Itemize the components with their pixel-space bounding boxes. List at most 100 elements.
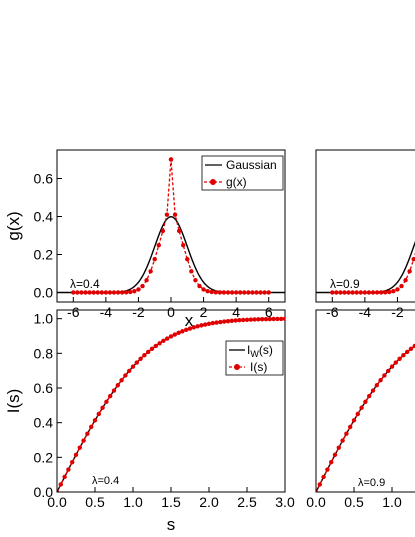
data-point-g-right-6	[354, 290, 359, 295]
data-point-I-left-15	[111, 388, 117, 393]
data-point-g-left-16	[136, 287, 141, 292]
x-tick-label-g-left-6: 6	[265, 304, 273, 320]
y-tick-label-I-left-2: 0.4	[34, 415, 54, 431]
data-point-I-right-5	[332, 452, 338, 458]
x-axis-label-g: x	[185, 311, 194, 330]
x-tick-label-g-left-1: -4	[100, 304, 113, 320]
data-point-I-left-60	[282, 316, 285, 322]
data-point-I-left-11	[96, 411, 102, 417]
y-tick-label-g-left-2: 0.4	[34, 209, 54, 225]
legend-marker-is	[234, 364, 240, 370]
legend-label-iw-rest: (s)	[259, 343, 273, 357]
data-point-I-left-54	[260, 317, 265, 322]
data-point-g-left-6	[95, 290, 100, 295]
data-point-g-left-39	[225, 290, 231, 295]
data-point-I-right-11	[355, 411, 360, 417]
legend-box-g	[201, 155, 284, 191]
x-tick-label-I-right-1: 0.5	[344, 494, 364, 510]
data-point-I-left-45	[225, 318, 231, 324]
data-point-I-right-19	[386, 368, 391, 374]
plot-area-I-right	[316, 343, 415, 492]
data-point-g-right-16	[395, 287, 400, 292]
data-point-I-left-50	[244, 317, 250, 322]
data-point-I-right-6	[336, 445, 341, 450]
x-tick-label-I-left-2: 1.0	[123, 494, 143, 510]
data-point-I-left-42	[214, 320, 219, 325]
x-tick-label-I-left-1: 0.5	[85, 494, 105, 510]
y-tick-label-I-left-5: 1.0	[34, 311, 54, 327]
data-point-I-left-14	[108, 393, 113, 399]
data-point-I-left-47	[233, 318, 238, 323]
y-tick-label-I-left-1: 0.2	[34, 449, 54, 465]
data-point-g-left-45	[250, 290, 255, 295]
data-point-I-left-28	[161, 338, 166, 344]
x-tick-label-g-left-3: 0	[167, 304, 175, 320]
data-point-I-left-25	[149, 346, 155, 352]
data-point-g-left-32	[197, 283, 202, 289]
data-point-g-left-28	[181, 242, 186, 248]
data-point-I-left-6	[77, 445, 83, 450]
data-point-I-right-17	[378, 378, 383, 383]
data-point-g-left-26	[172, 212, 178, 217]
data-point-g-right-17	[399, 283, 404, 289]
data-point-g-left-34	[205, 289, 210, 294]
data-point-I-left-16	[115, 383, 121, 388]
data-point-g-right-15	[391, 289, 396, 294]
plot-frame-g-right	[315, 149, 415, 303]
data-point-I-right-24	[405, 349, 410, 355]
data-point-I-left-56	[267, 316, 272, 322]
data-point-I-left-17	[119, 378, 124, 383]
data-point-g-left-44	[246, 290, 251, 295]
plot-area-I-left	[57, 316, 285, 492]
data-point-I-left-21	[134, 360, 139, 365]
data-point-g-left-19	[148, 269, 153, 274]
data-point-I-left-27	[157, 341, 162, 346]
data-point-g-left-20	[152, 256, 157, 262]
data-point-I-left-23	[142, 353, 147, 358]
data-point-g-left-7	[99, 290, 104, 295]
data-point-I-left-24	[146, 349, 151, 355]
series-line-I-right-0	[316, 344, 415, 492]
data-point-I-right-12	[359, 405, 364, 410]
data-point-g-left-11	[115, 290, 121, 295]
data-point-g-left-1	[75, 290, 80, 295]
data-point-g-right-14	[387, 289, 392, 295]
data-point-g-right-7	[358, 290, 363, 295]
data-point-g-left-23	[164, 212, 170, 217]
data-point-I-right-15	[370, 388, 376, 393]
data-point-g-left-14	[128, 289, 133, 295]
lambda-annotation-g-right: λ=0.9	[330, 277, 360, 291]
data-point-g-left-9	[107, 290, 113, 295]
data-point-g-left-29	[185, 256, 190, 262]
data-point-g-left-2	[79, 290, 84, 295]
y-axis-label-g: g(x)	[4, 211, 23, 240]
lambda-annotation-g-left: λ=0.4	[70, 277, 100, 291]
data-point-I-left-41	[210, 320, 215, 326]
data-point-g-right-13	[383, 290, 388, 295]
x-tick-label-g-right-2: -2	[391, 304, 404, 320]
data-point-I-right-0	[316, 489, 319, 492]
data-point-I-right-25	[408, 346, 414, 352]
data-point-g-left-27	[176, 228, 182, 234]
data-point-g-left-5	[91, 290, 96, 295]
data-point-I-left-44	[222, 319, 227, 324]
lambda-annotation-I-right: λ=0.9	[358, 477, 385, 489]
series-line-I-right-1	[316, 344, 415, 492]
data-point-g-left-3	[83, 290, 88, 295]
data-point-I-right-3	[325, 467, 330, 472]
lambda-annotation-I-left: λ=0.4	[92, 475, 119, 487]
data-point-g-left-18	[144, 278, 149, 283]
data-point-g-right-19	[407, 269, 412, 274]
data-point-g-left-47	[258, 290, 263, 295]
data-point-I-left-29	[165, 336, 170, 341]
data-point-I-left-30	[168, 334, 174, 339]
y-tick-label-g-left-3: 0.6	[34, 171, 54, 187]
data-point-I-right-13	[363, 399, 368, 404]
data-point-I-right-9	[348, 424, 353, 430]
data-point-I-left-31	[172, 332, 177, 337]
data-point-g-left-37	[217, 290, 223, 295]
legend-label-gx: g(x)	[226, 175, 247, 189]
data-point-I-left-51	[248, 317, 253, 322]
data-point-g-right-2	[338, 290, 343, 295]
x-tick-label-I-left-0: 0.0	[47, 494, 67, 510]
